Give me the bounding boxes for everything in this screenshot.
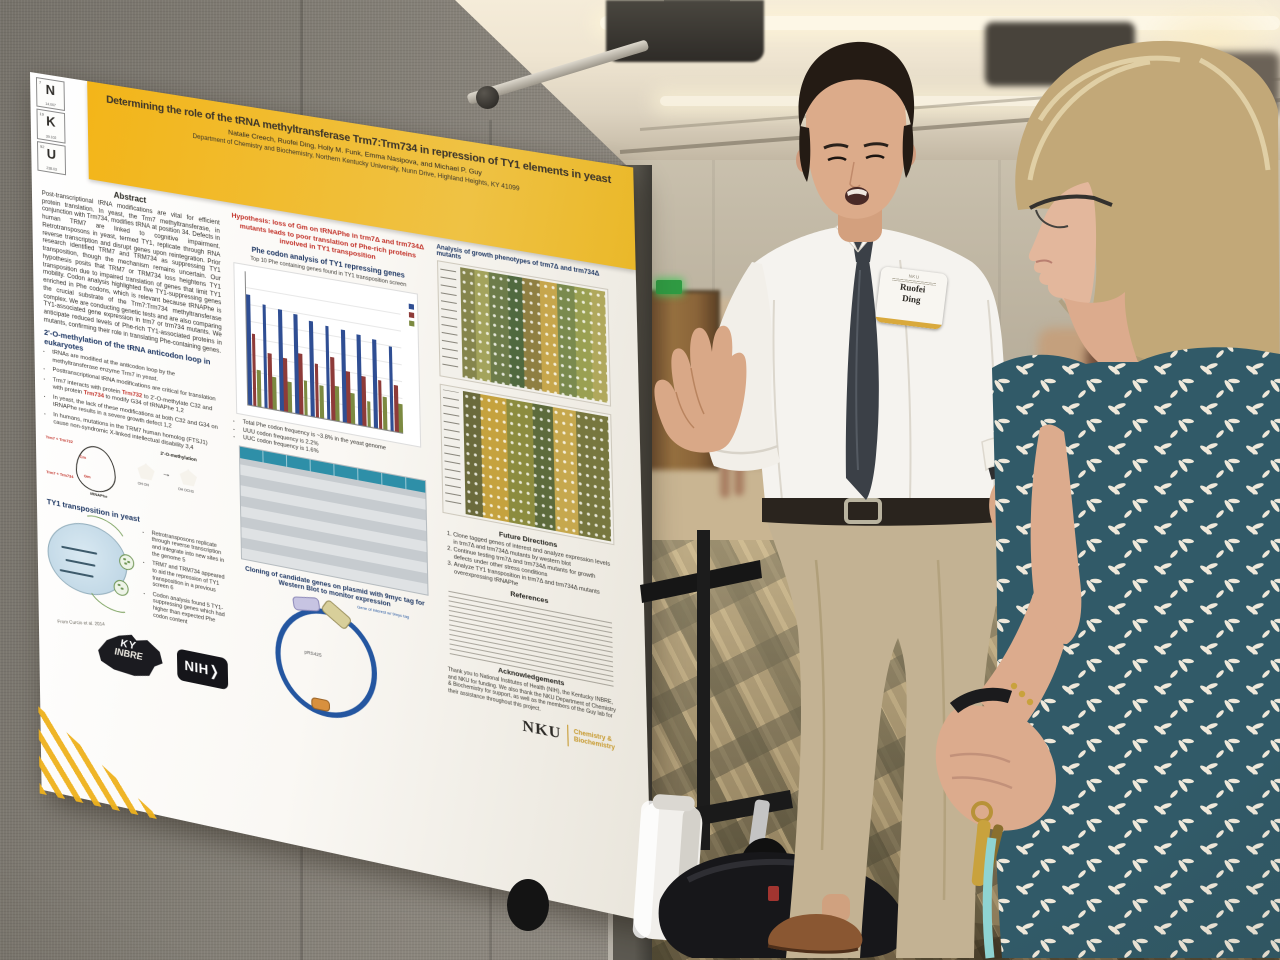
background-person [720,452,730,498]
neck [1064,292,1138,362]
gold-bracelet [1010,682,1018,690]
tie-sheen [855,269,861,471]
bottle-cap [652,794,695,812]
black-watch-band [949,687,1013,714]
bag-tab [768,886,779,901]
nose [849,161,861,188]
hair-strands [1027,55,1271,181]
tie-knot [852,236,874,262]
belt-buckle [844,498,882,524]
forearm [976,592,1064,740]
listener-figure [935,40,1280,959]
face [806,68,907,219]
background-person [734,452,744,496]
eyeglass-lens [1035,209,1069,229]
exit-sign [656,280,682,294]
eyeglasses [1029,194,1113,210]
dark-hair [798,41,915,130]
gold-bracelet [1018,690,1026,698]
cart-pole [697,530,710,850]
gold-bracelet [1026,698,1034,706]
caster-wheel [507,879,549,931]
board-knob [476,86,499,109]
clasped-hands [935,705,1056,831]
ceiling-cove-light [660,96,1280,106]
pant-crease [814,559,826,851]
gesturing-hand [654,325,747,453]
teeth [847,189,867,196]
brown-loafer [768,914,863,954]
lips [1035,259,1053,264]
necktie [845,260,879,500]
keys [971,801,1004,959]
finger-lines [949,752,1013,790]
bare-ankle [822,894,850,922]
bare-arm [1030,424,1082,645]
profile-face [1028,182,1097,306]
name-badge: NKU Ruofei Ding [874,266,949,330]
eyebrows [823,142,889,150]
eyes [827,154,885,162]
bottle-highlight [632,800,660,939]
shoe-sole [767,944,859,954]
teal-strap [982,837,997,959]
blonde-gray-hair [1015,40,1280,433]
caster-fork [749,799,770,849]
finger-lines [675,367,705,429]
